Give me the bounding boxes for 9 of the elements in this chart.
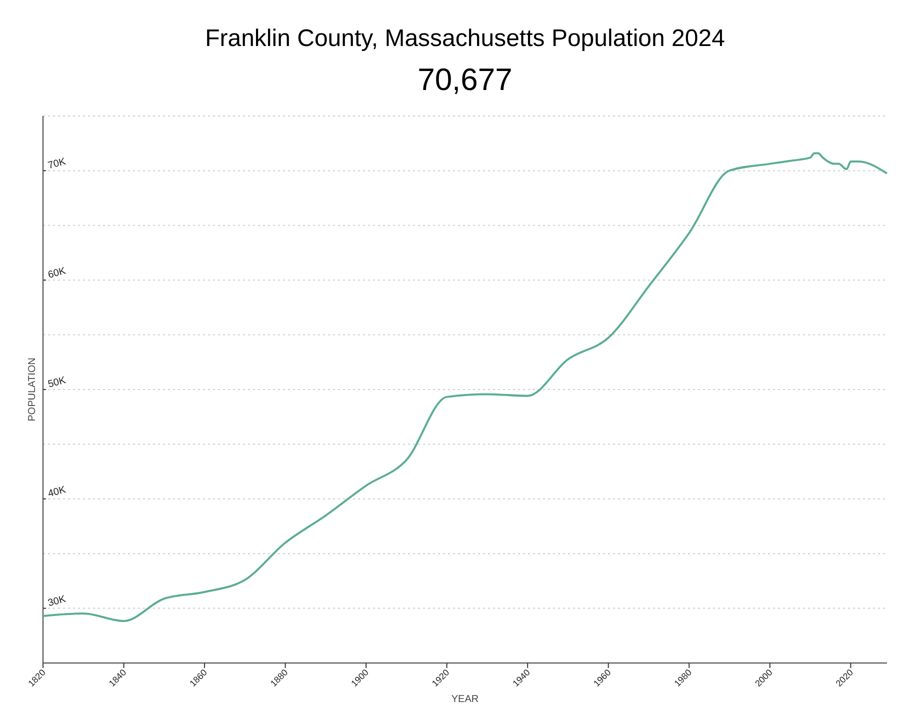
chart-title: Franklin County, Massachusetts Population 2024 [205,25,725,52]
y-tick-label: 50K [46,375,68,390]
x-axis-title: YEAR [451,694,479,705]
y-tick-label: 30K [46,594,68,610]
y-tick-label: 70K [46,156,68,172]
y-tick-label: 60K [46,266,68,281]
chart-subtitle: 70,677 [418,62,512,97]
y-tick-label: 40K [46,484,68,500]
y-axis-title: POPULATION [27,358,38,422]
